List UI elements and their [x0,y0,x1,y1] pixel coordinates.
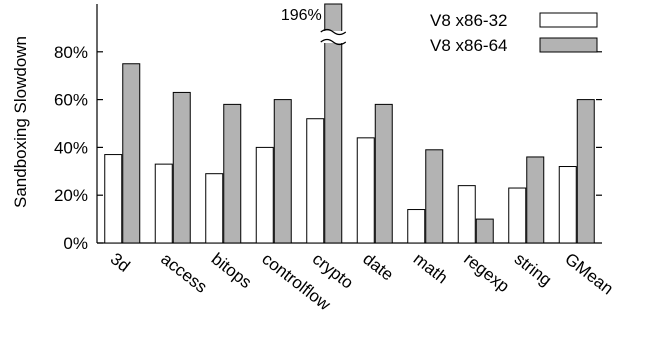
bar-date-x86-64 [374,103,393,244]
bar-GMean-x86-64 [576,99,595,244]
bar-GMean-x86-32 [558,166,577,244]
x-tick-label-string: string [511,249,555,290]
bar-crypto-x86-32 [306,118,325,244]
bar-controlflow-x86-32 [255,146,274,244]
legend-label: V8 x86-64 [430,36,508,55]
y-tick-label: 40% [54,138,88,157]
bar-break-gap [320,31,346,43]
legend: V8 x86-32 V8 x86-64 [430,11,598,55]
legend-swatch [539,12,598,28]
y-tick-label: 60% [54,91,88,110]
bar-controlflow-x86-64 [273,99,292,244]
bar-3d-x86-32 [104,154,123,244]
bar-math-x86-64 [425,149,444,244]
y-tick-label: 80% [54,43,88,62]
y-axis-label: Sandboxing Slowdown [11,36,30,208]
x-tick-label-3d: 3d [107,249,134,276]
bar-access-x86-64 [172,91,191,244]
x-tick-label-math: math [410,249,451,287]
bar-break-mark [320,38,347,46]
x-tick-label-regexp: regexp [460,249,513,296]
bar-bitops-x86-64 [223,103,242,244]
plot-area [96,3,602,244]
bar-bitops-x86-32 [205,173,224,244]
bar-string-x86-32 [508,187,527,244]
y-tick-label: 20% [54,186,88,205]
bar-regexp-x86-64 [475,218,494,244]
bar-string-x86-64 [526,156,545,244]
bar-math-x86-32 [407,209,426,244]
x-tick-label-date: date [359,249,397,284]
x-tick-label-bitops: bitops [208,249,255,292]
annotations: 196% [281,7,347,46]
bar-crypto-x86-64 [324,3,343,244]
x-tick-label-access: access [157,249,210,297]
legend-swatch [539,37,598,53]
bar-value-annotation: 196% [281,7,322,24]
y-tick-label: 0% [63,234,88,253]
x-tick-label-GMean: GMean [561,249,617,298]
bar-date-x86-32 [356,137,375,244]
legend-label: V8 x86-32 [430,11,508,30]
bar-regexp-x86-32 [457,185,476,244]
bar-break-mark [320,28,347,36]
bar-access-x86-32 [154,163,173,244]
bar-3d-x86-64 [122,63,141,244]
y-tick-labels: 0% 20% 40% 60% 80% [54,43,602,253]
